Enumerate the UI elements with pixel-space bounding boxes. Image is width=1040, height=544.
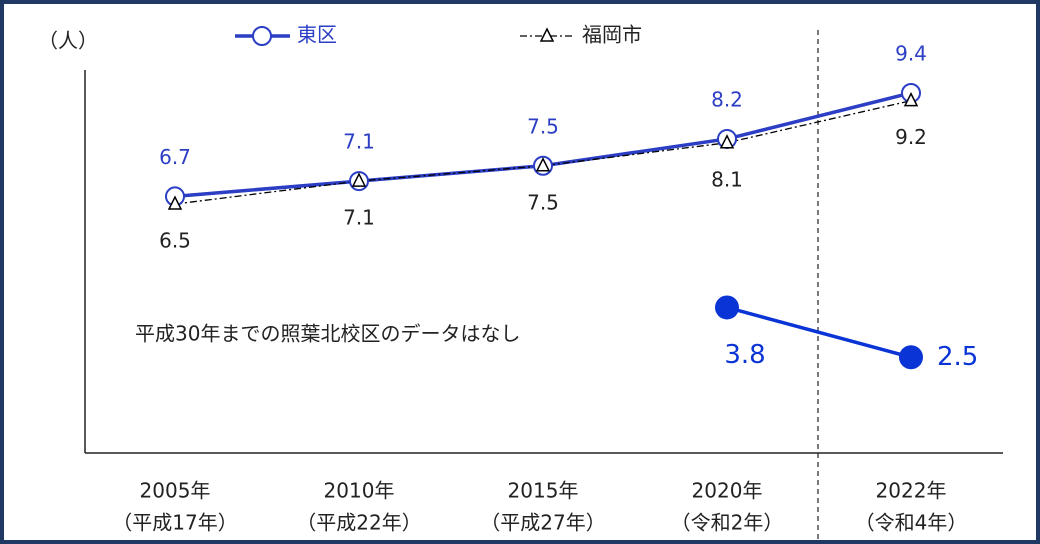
- marker: [899, 345, 923, 370]
- marker: [167, 195, 183, 210]
- data-label: 3.8: [724, 340, 765, 370]
- marker: [719, 134, 735, 149]
- marker: [351, 172, 367, 187]
- x-tick-label: 2015年: [508, 479, 579, 503]
- data-label: 2.5: [937, 342, 978, 372]
- x-tick-label: 2022年: [876, 479, 947, 503]
- x-tick-label: 2005年: [140, 479, 211, 503]
- y-axis-label: （人）: [38, 29, 98, 53]
- data-label: 8.1: [711, 167, 743, 191]
- marker: [903, 91, 919, 107]
- marker: [715, 295, 739, 320]
- x-tick-label: （令和2年）: [671, 511, 784, 535]
- data-label: 6.7: [159, 145, 191, 169]
- data-label: 6.5: [159, 229, 191, 253]
- legend-label: 東区: [297, 23, 337, 47]
- series-line: [726, 305, 912, 359]
- x-tick-label: （平成27年）: [480, 511, 605, 535]
- x-tick-label: （令和4年）: [855, 511, 968, 535]
- data-label: 7.5: [527, 190, 559, 214]
- data-label: 7.1: [343, 206, 375, 230]
- legend-marker: [539, 27, 555, 42]
- x-tick-label: 2020年: [692, 479, 763, 503]
- legend-marker: [252, 26, 272, 46]
- x-tick-label: 2010年: [324, 479, 395, 503]
- data-label: 9.4: [895, 41, 927, 65]
- data-label: 8.2: [711, 87, 743, 111]
- annotation: 平成30年までの照葉北校区のデータはなし: [135, 322, 520, 346]
- x-tick-label: （平成22年）: [296, 511, 421, 535]
- legend-label: 福岡市: [582, 23, 642, 47]
- x-tick-label: （平成17年）: [112, 511, 237, 535]
- data-label: 7.1: [343, 130, 375, 154]
- marker: [535, 157, 551, 172]
- data-label: 7.5: [527, 114, 559, 138]
- data-label: 9.2: [895, 125, 927, 149]
